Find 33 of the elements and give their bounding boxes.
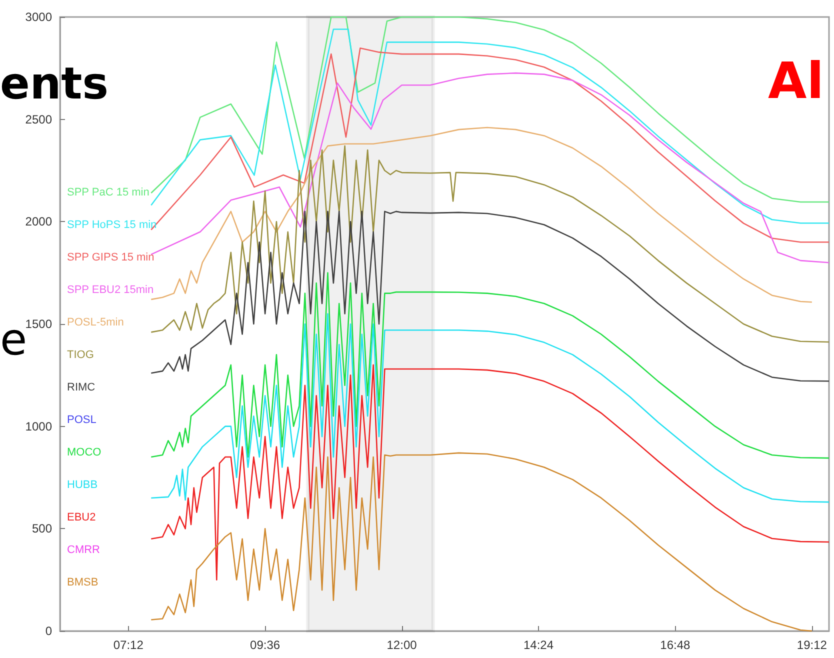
x-tick-label: 09:36 (250, 638, 280, 652)
text: MOCO (67, 446, 102, 458)
y-tick-label: 1500 (25, 317, 52, 331)
y-tick-label: 500 (32, 522, 52, 536)
x-tick-label: 19:12 (796, 638, 828, 652)
text: e (0, 314, 28, 366)
y-tick-label: 2000 (25, 214, 52, 229)
text: SPP EBU2 15min (67, 284, 154, 296)
text: HUBB (67, 479, 98, 491)
line-series (150, 364, 830, 580)
text: BMSB (67, 576, 98, 588)
line-series (150, 313, 830, 503)
y-tick-label: 0 (45, 624, 52, 638)
series-label: SPP HoPS 15 min (67, 219, 157, 231)
y-tick-label: 3000 (25, 10, 52, 24)
annotation: ents (0, 58, 108, 110)
y-tick-label: 1000 (25, 419, 52, 434)
x-tick-label: 14:24 (523, 638, 554, 652)
series-label: SPP PaC 15 min (67, 186, 150, 198)
text: TIOG (67, 349, 94, 361)
legend-label: POSL (67, 414, 96, 426)
text: POSL-5min (67, 316, 124, 328)
x-tick-label: 07:12 (113, 638, 144, 652)
text: RIMC (67, 382, 96, 394)
annotation: Al (768, 52, 824, 110)
line-series (150, 16, 830, 203)
text: EBU2 (67, 512, 96, 524)
x-tick-label: 12:00 (386, 638, 418, 652)
line-series (150, 452, 813, 632)
series-label: SPP GIPS 15 min (67, 252, 154, 264)
y-tick-label: 2500 (25, 112, 52, 126)
legend-label: CMRR (67, 544, 100, 556)
x-tick-label: 16:48 (660, 638, 691, 652)
